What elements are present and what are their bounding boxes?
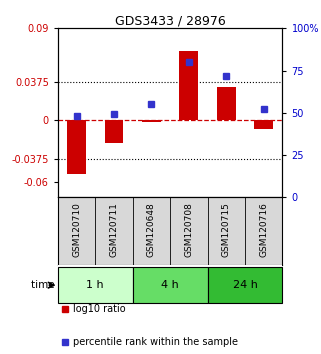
Bar — [105, 120, 123, 143]
Text: GSM120710: GSM120710 — [72, 202, 81, 257]
Bar — [67, 120, 86, 173]
Text: GSM120716: GSM120716 — [259, 202, 268, 257]
Text: GSM120715: GSM120715 — [222, 202, 231, 257]
Text: GSM120711: GSM120711 — [109, 202, 118, 257]
Text: 24 h: 24 h — [233, 280, 257, 290]
Text: 4 h: 4 h — [161, 280, 179, 290]
Bar — [142, 120, 161, 122]
Bar — [254, 120, 273, 129]
Bar — [217, 87, 236, 120]
Text: log10 ratio: log10 ratio — [73, 304, 126, 314]
Bar — [208, 267, 282, 303]
Text: 1 h: 1 h — [86, 280, 104, 290]
Bar — [133, 267, 208, 303]
Text: percentile rank within the sample: percentile rank within the sample — [73, 337, 238, 347]
Bar — [179, 51, 198, 120]
Text: GSM120648: GSM120648 — [147, 202, 156, 257]
Text: GSM120708: GSM120708 — [184, 202, 193, 257]
Title: GDS3433 / 28976: GDS3433 / 28976 — [115, 14, 226, 27]
Text: time: time — [31, 280, 58, 290]
Bar — [58, 267, 133, 303]
